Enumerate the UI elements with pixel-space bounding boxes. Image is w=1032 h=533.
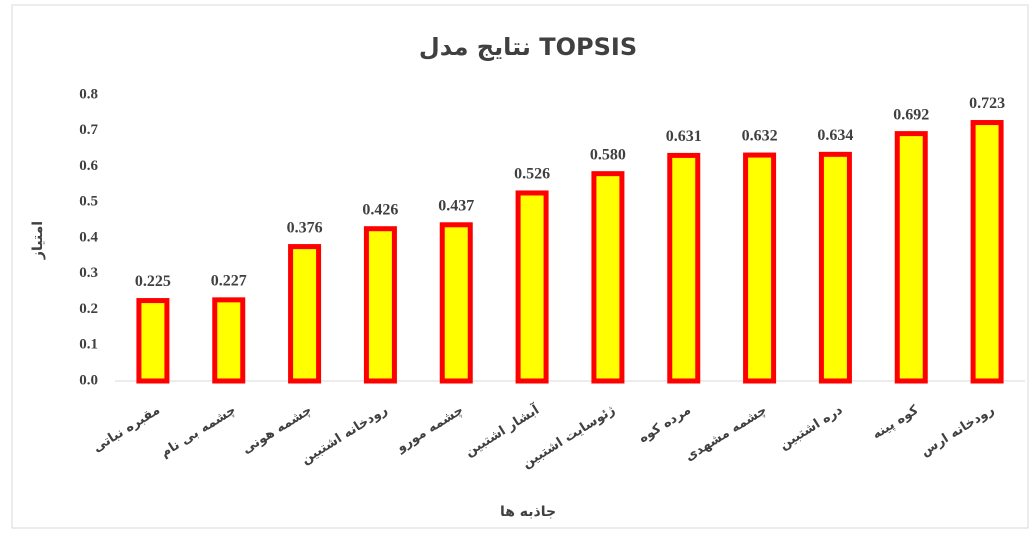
bar [136, 298, 170, 384]
data-label: 0.526 [514, 166, 550, 183]
data-label: 0.692 [893, 106, 929, 123]
bar [363, 226, 397, 384]
data-label: 0.437 [438, 197, 474, 214]
bar [667, 152, 701, 384]
data-label: 0.723 [969, 95, 1005, 112]
y-tick-label: 0.0 [79, 372, 98, 388]
y-tick-label: 0.4 [79, 229, 98, 245]
y-tick-label: 0.7 [79, 122, 98, 138]
y-tick-label: 0.5 [79, 194, 98, 210]
data-label: 0.632 [742, 128, 778, 145]
data-label: 0.426 [362, 201, 398, 218]
y-tick-label: 0.8 [79, 86, 98, 102]
chart-title: نتایج مدل TOPSIS [419, 33, 637, 61]
bar [515, 190, 549, 384]
bar [970, 120, 1004, 384]
y-axis-label: امتیاز [30, 221, 46, 260]
bar [743, 152, 777, 384]
bar [439, 222, 473, 384]
bar [288, 244, 322, 384]
bar [818, 151, 852, 384]
bar [212, 297, 246, 384]
y-tick-label: 0.3 [79, 265, 98, 281]
bar [591, 171, 625, 384]
data-label: 0.580 [590, 146, 626, 163]
bar [894, 131, 928, 384]
data-label: 0.225 [135, 273, 171, 290]
data-label: 0.631 [666, 128, 702, 145]
data-label: 0.227 [211, 273, 247, 290]
data-label: 0.376 [287, 219, 323, 236]
y-tick-label: 0.2 [79, 301, 98, 317]
y-tick-label: 0.1 [79, 337, 98, 353]
x-axis-label: جاذبه ها [500, 504, 556, 520]
data-label: 0.634 [817, 127, 853, 144]
y-tick-label: 0.6 [79, 158, 98, 174]
